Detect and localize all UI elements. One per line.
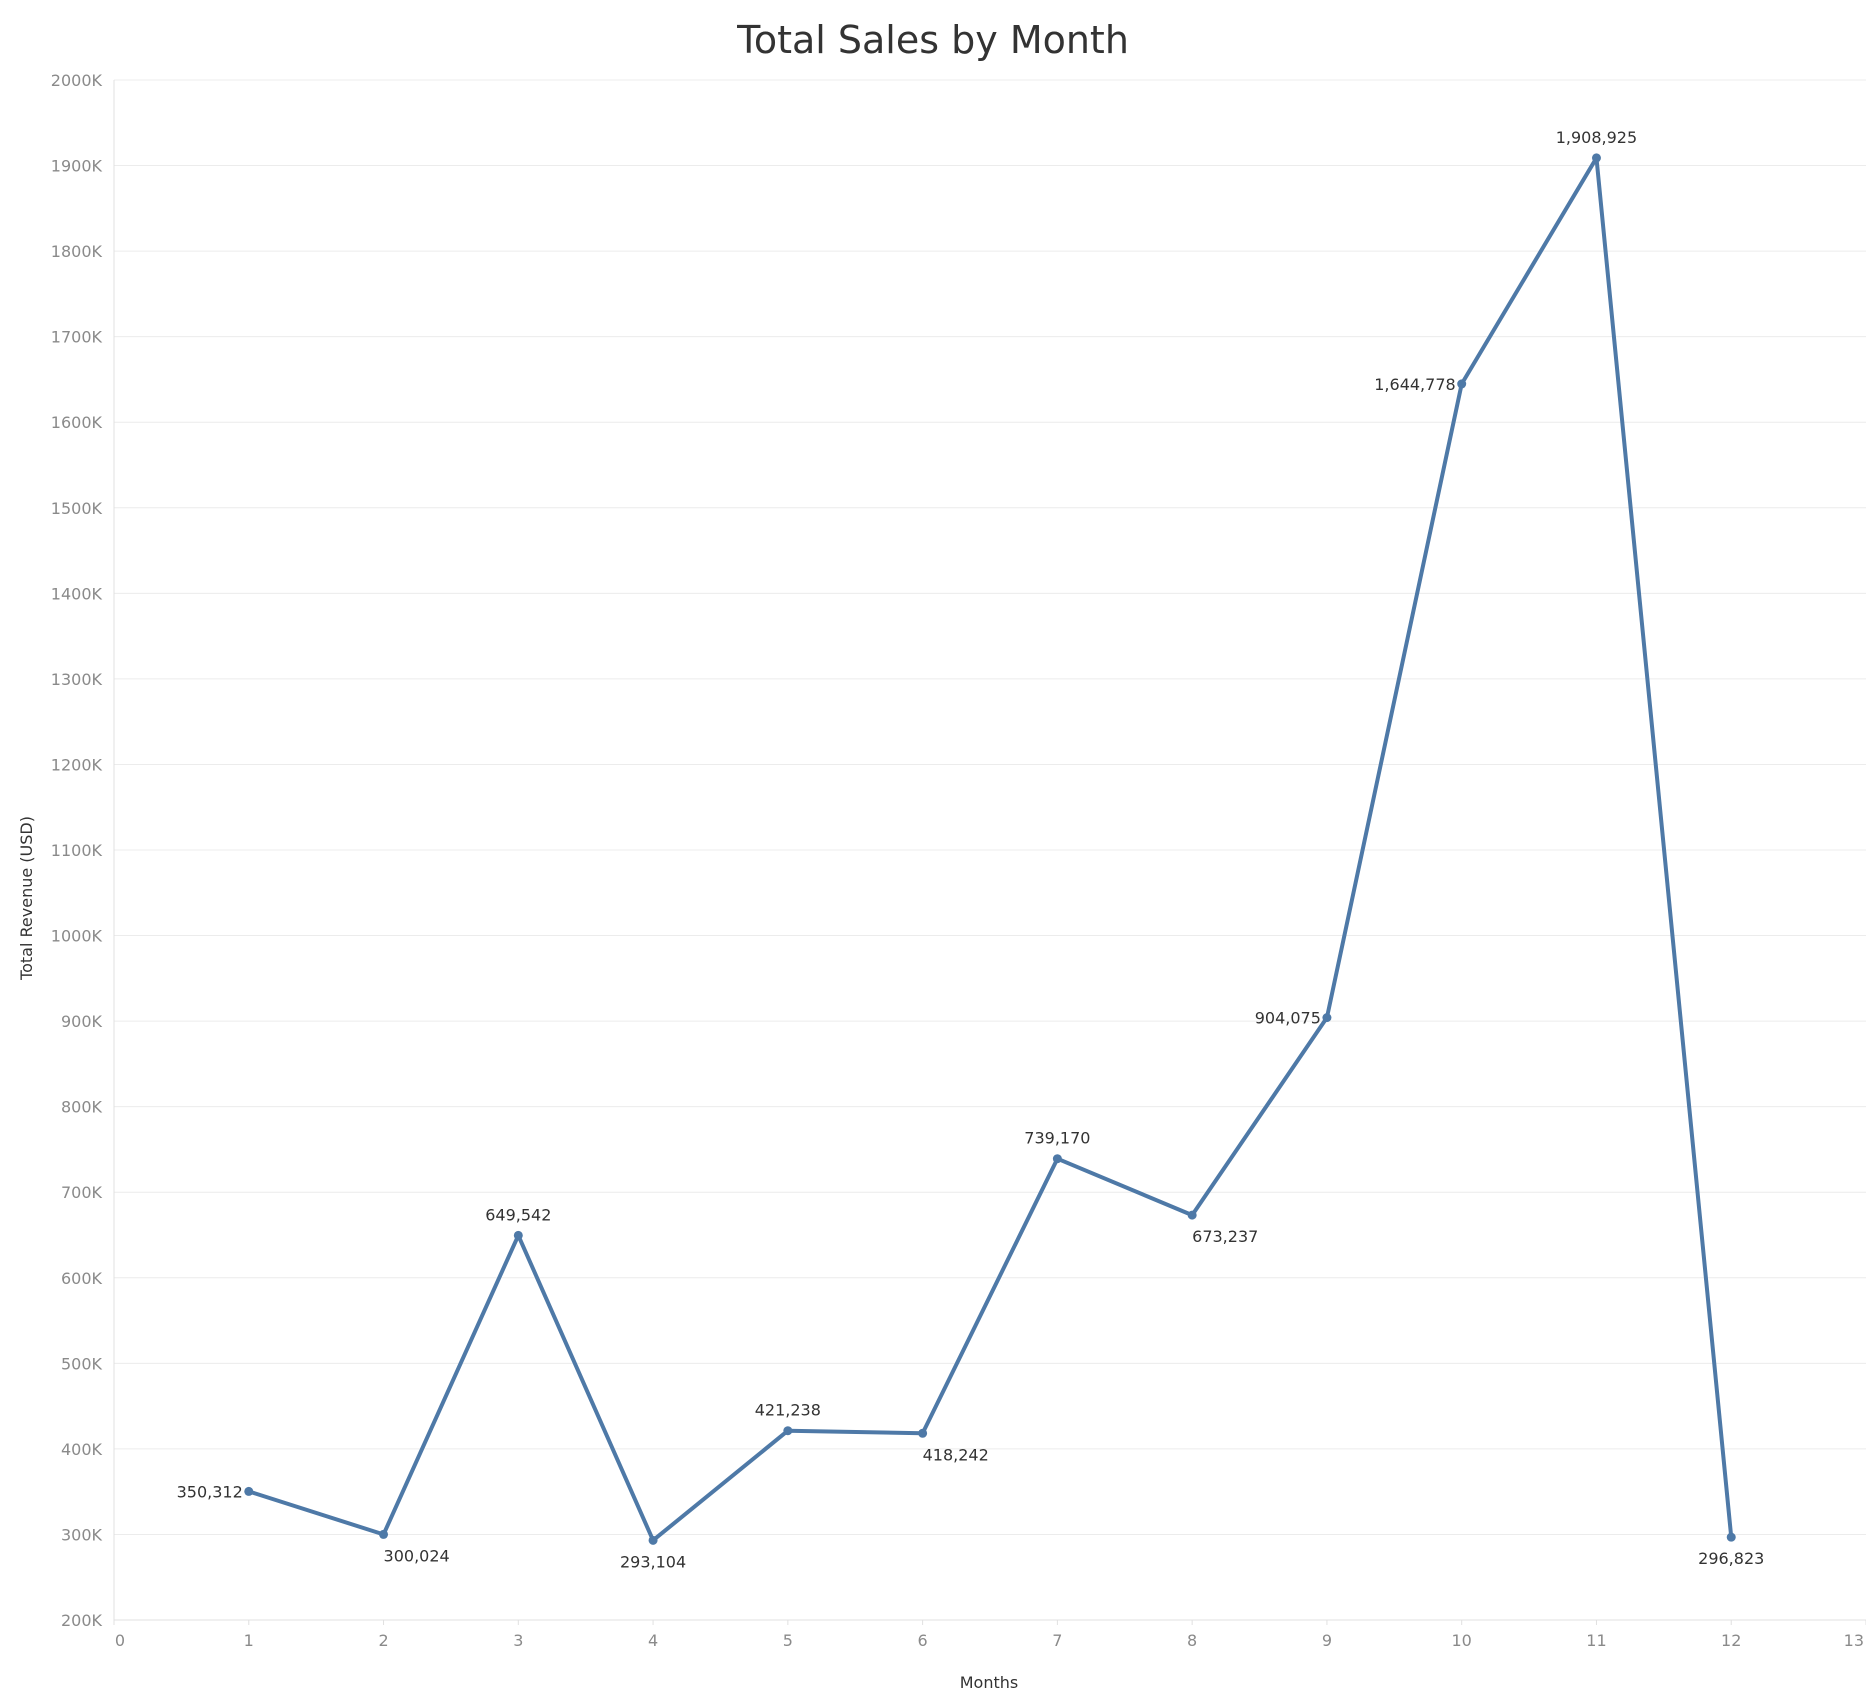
y-tick-label: 1800K <box>51 242 103 261</box>
y-tick-label: 1200K <box>51 755 103 774</box>
x-tick-label: 7 <box>1052 1631 1062 1650</box>
y-tick-label: 1600K <box>51 413 103 432</box>
data-label: 1,908,925 <box>1556 128 1637 147</box>
y-tick-label: 1000K <box>51 927 103 946</box>
data-label: 673,237 <box>1192 1227 1258 1246</box>
data-label: 296,823 <box>1698 1549 1764 1568</box>
data-point <box>783 1426 793 1436</box>
x-tick-label: 9 <box>1322 1631 1332 1650</box>
y-tick-label: 1400K <box>51 584 103 603</box>
y-tick-label: 900K <box>61 1012 103 1031</box>
y-tick-label: 1100K <box>51 841 103 860</box>
data-labels: 350,312 300,024 649,542 293,104 421,238 418,2… <box>177 128 1765 1571</box>
data-label: 421,238 <box>755 1401 821 1420</box>
y-tick-label: 800K <box>61 1098 103 1117</box>
x-tick-label: 10 <box>1452 1631 1472 1650</box>
data-point <box>918 1428 928 1438</box>
y-tick-label: 600K <box>61 1269 103 1288</box>
y-tick-label: 1700K <box>51 328 103 347</box>
data-label: 1,644,778 <box>1374 375 1455 394</box>
series-layer <box>244 153 1736 1545</box>
data-point <box>513 1230 523 1240</box>
y-tick-label: 700K <box>61 1183 103 1202</box>
y-tick-label: 2000K <box>51 71 103 90</box>
data-point <box>1591 153 1601 163</box>
y-tick-label: 1900K <box>51 157 103 176</box>
y-axis-ticks: 200K 300K 400K 500K 600K 700K 800K 900K 1000K 110… <box>51 71 103 1630</box>
data-label: 350,312 <box>177 1482 243 1501</box>
gridlines <box>114 79 1866 1535</box>
data-label: 418,242 <box>923 1445 989 1464</box>
data-point <box>1187 1210 1197 1220</box>
x-tick-label: 6 <box>918 1631 928 1650</box>
data-point <box>1457 379 1467 389</box>
x-tick-label: 8 <box>1187 1631 1197 1650</box>
x-tick-label: 0 <box>115 1631 125 1650</box>
y-tick-label: 300K <box>61 1525 103 1544</box>
y-tick-label: 1300K <box>51 670 103 689</box>
data-point <box>1052 1154 1062 1164</box>
x-tick-label: 5 <box>783 1631 793 1650</box>
data-point <box>1322 1013 1332 1023</box>
data-point <box>1726 1532 1736 1542</box>
y-tick-label: 500K <box>61 1354 103 1373</box>
y-axis-title: Total Revenue (USD) <box>17 816 36 981</box>
series-line <box>246 155 1734 1543</box>
x-tick-label: 13 <box>1844 1631 1864 1650</box>
data-label: 300,024 <box>384 1546 450 1565</box>
data-point <box>379 1529 389 1539</box>
data-label: 739,170 <box>1024 1129 1090 1148</box>
y-tick-label: 1500K <box>51 499 103 518</box>
data-label: 904,075 <box>1255 1009 1321 1028</box>
x-axis-ticks: 0 1 2 3 4 5 6 7 8 9 10 11 12 13 <box>113 1620 1866 1650</box>
data-label: 293,104 <box>620 1552 686 1571</box>
x-tick-label: 4 <box>648 1631 658 1650</box>
x-tick-label: 2 <box>378 1631 388 1650</box>
data-label: 649,542 <box>485 1205 551 1224</box>
data-point <box>244 1486 254 1496</box>
y-tick-label: 200K <box>61 1611 103 1630</box>
x-tick-label: 12 <box>1721 1631 1741 1650</box>
chart-title: Total Sales by Month <box>736 18 1129 62</box>
x-tick-label: 3 <box>513 1631 523 1650</box>
data-point <box>648 1535 658 1545</box>
x-axis-title: Months <box>960 1673 1018 1692</box>
x-tick-label: 1 <box>244 1631 254 1650</box>
x-tick-label: 11 <box>1586 1631 1606 1650</box>
y-tick-label: 400K <box>61 1440 103 1459</box>
